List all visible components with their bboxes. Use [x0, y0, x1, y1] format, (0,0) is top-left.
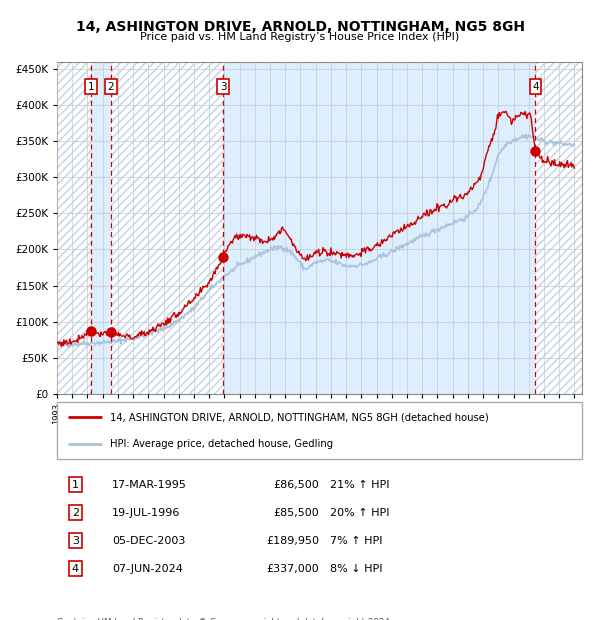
Bar: [111, 62, 223, 394]
Text: Contains HM Land Registry data © Crown copyright and database right 2024.
This d: Contains HM Land Registry data © Crown c…: [57, 618, 392, 620]
Text: £189,950: £189,950: [266, 536, 320, 546]
Text: 14, ASHINGTON DRIVE, ARNOLD, NOTTINGHAM, NG5 8GH: 14, ASHINGTON DRIVE, ARNOLD, NOTTINGHAM,…: [76, 20, 524, 34]
Bar: [535, 62, 582, 394]
Bar: [91, 62, 111, 394]
Text: £337,000: £337,000: [267, 564, 320, 574]
Text: £85,500: £85,500: [274, 508, 320, 518]
Text: 14, ASHINGTON DRIVE, ARNOLD, NOTTINGHAM, NG5 8GH (detached house): 14, ASHINGTON DRIVE, ARNOLD, NOTTINGHAM,…: [110, 412, 488, 422]
Text: 05-DEC-2003: 05-DEC-2003: [112, 536, 185, 546]
Text: 8% ↓ HPI: 8% ↓ HPI: [330, 564, 383, 574]
Bar: [57, 62, 91, 394]
Text: HPI: Average price, detached house, Gedling: HPI: Average price, detached house, Gedl…: [110, 439, 332, 449]
Text: 21% ↑ HPI: 21% ↑ HPI: [330, 480, 389, 490]
Text: 4: 4: [72, 564, 79, 574]
Text: 19-JUL-1996: 19-JUL-1996: [112, 508, 181, 518]
Text: 1: 1: [72, 480, 79, 490]
FancyBboxPatch shape: [57, 402, 582, 459]
Text: 2: 2: [108, 82, 115, 92]
Text: 17-MAR-1995: 17-MAR-1995: [112, 480, 187, 490]
Text: 07-JUN-2024: 07-JUN-2024: [112, 564, 183, 574]
Bar: [223, 62, 535, 394]
Text: 3: 3: [72, 536, 79, 546]
Text: 3: 3: [220, 82, 227, 92]
Bar: [111, 62, 223, 394]
Text: 2: 2: [72, 508, 79, 518]
Text: 7% ↑ HPI: 7% ↑ HPI: [330, 536, 383, 546]
Text: 4: 4: [532, 82, 539, 92]
Text: £86,500: £86,500: [274, 480, 320, 490]
Text: 20% ↑ HPI: 20% ↑ HPI: [330, 508, 389, 518]
Bar: [535, 62, 582, 394]
Text: 1: 1: [88, 82, 94, 92]
Text: Price paid vs. HM Land Registry’s House Price Index (HPI): Price paid vs. HM Land Registry’s House …: [140, 32, 460, 42]
Bar: [57, 62, 91, 394]
